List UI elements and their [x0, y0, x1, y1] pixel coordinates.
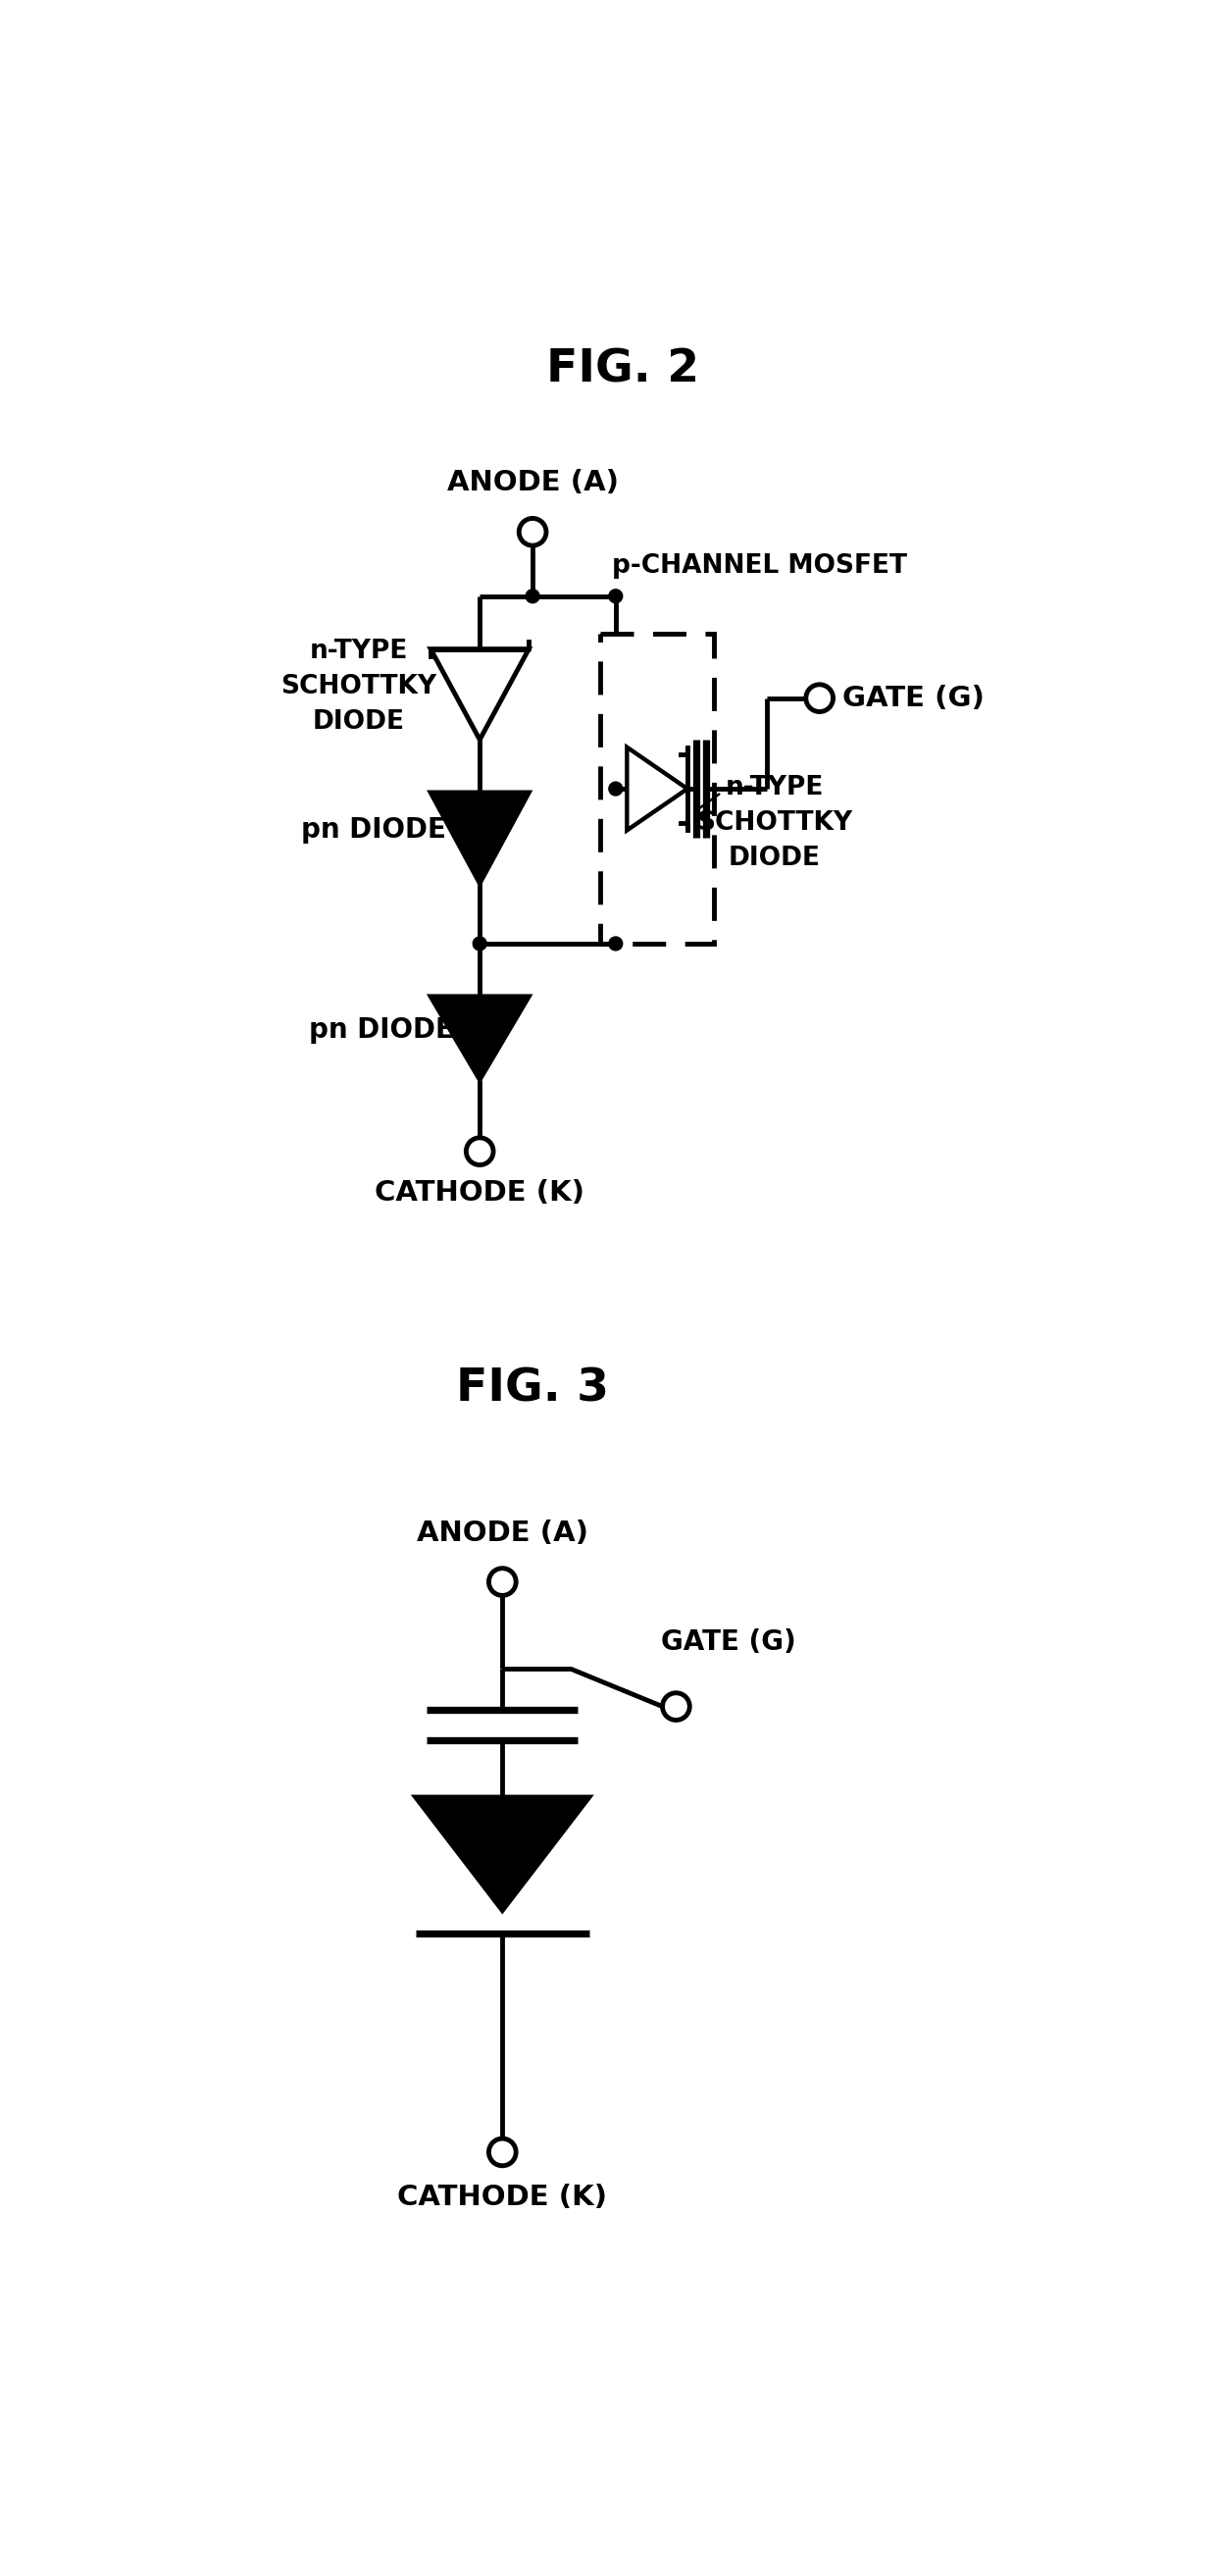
Text: FIG. 2: FIG. 2: [547, 348, 699, 392]
Text: GATE (G): GATE (G): [662, 1628, 796, 1656]
Circle shape: [525, 590, 540, 603]
Polygon shape: [430, 793, 529, 884]
Text: pn DIODE: pn DIODE: [309, 1018, 454, 1043]
Circle shape: [609, 590, 623, 603]
Circle shape: [609, 938, 623, 951]
Polygon shape: [416, 1798, 590, 1911]
Text: n-TYPE
SCHOTTKY
DIODE: n-TYPE SCHOTTKY DIODE: [697, 775, 852, 871]
Text: n-TYPE
SCHOTTKY
DIODE: n-TYPE SCHOTTKY DIODE: [281, 639, 437, 734]
Circle shape: [609, 783, 623, 796]
Text: ANODE (A): ANODE (A): [417, 1520, 589, 1546]
Text: GATE (G): GATE (G): [843, 685, 984, 711]
Text: ANODE (A): ANODE (A): [446, 469, 619, 497]
Text: p-CHANNEL MOSFET: p-CHANNEL MOSFET: [612, 554, 907, 580]
Text: CATHODE (K): CATHODE (K): [398, 2184, 607, 2210]
Circle shape: [473, 938, 486, 951]
Text: pn DIODE: pn DIODE: [302, 817, 446, 845]
Text: CATHODE (K): CATHODE (K): [375, 1180, 585, 1206]
Polygon shape: [430, 997, 529, 1079]
Bar: [601, 634, 714, 943]
Text: FIG. 3: FIG. 3: [456, 1368, 609, 1412]
